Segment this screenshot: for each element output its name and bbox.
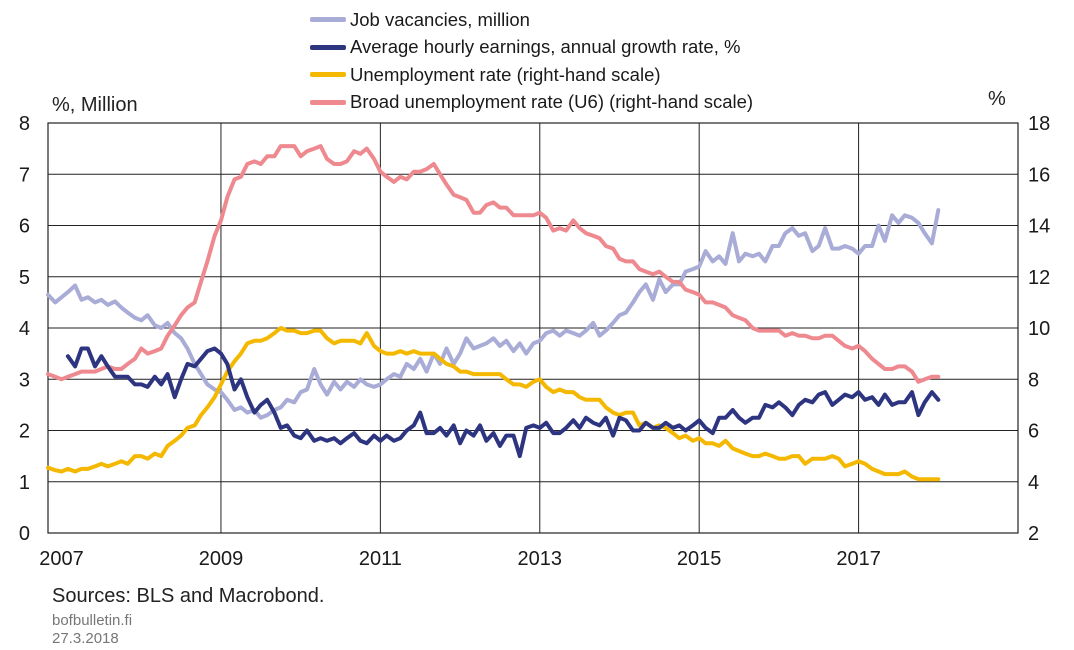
publish-date: 27.3.2018 xyxy=(52,630,119,647)
x-tick-label: 2017 xyxy=(836,548,881,570)
left-tick-label: 6 xyxy=(19,216,30,238)
series-layer xyxy=(46,144,941,482)
left-tick-label: 2 xyxy=(19,421,30,443)
right-tick-label: 16 xyxy=(1028,164,1050,186)
series-line-u6-rate xyxy=(46,144,941,384)
legend-label: Broad unemployment rate (U6) (right-hand… xyxy=(350,91,754,113)
legend-item-job-vacancies: Job vacancies, million xyxy=(310,6,753,34)
series-line-job-vacancies xyxy=(46,208,941,420)
x-tick-label: 2009 xyxy=(199,548,244,570)
legend-item-unemployment-rate: Unemployment rate (right-hand scale) xyxy=(310,61,753,89)
left-tick-label: 1 xyxy=(19,472,30,494)
legend-item-u6-rate: Broad unemployment rate (U6) (right-hand… xyxy=(310,89,753,117)
legend-item-hourly-earnings: Average hourly earnings, annual growth r… xyxy=(310,34,753,62)
right-tick-label: 4 xyxy=(1028,472,1039,494)
left-tick-label: 5 xyxy=(19,267,30,289)
right-tick-label: 10 xyxy=(1028,318,1050,340)
left-tick-label: 7 xyxy=(19,164,30,186)
legend-label: Job vacancies, million xyxy=(350,8,530,30)
right-tick-label: 18 xyxy=(1028,113,1050,135)
right-tick-label: 6 xyxy=(1028,421,1039,443)
legend-swatch xyxy=(310,44,346,50)
series-line-unemployment-rate xyxy=(46,326,941,482)
legend-swatch xyxy=(310,72,346,78)
right-tick-label: 8 xyxy=(1028,369,1039,391)
legend-label: Unemployment rate (right-hand scale) xyxy=(350,63,661,85)
right-tick-label: 2 xyxy=(1028,523,1039,545)
x-tick-label: 2013 xyxy=(518,548,563,570)
legend-swatch xyxy=(310,99,346,105)
left-axis-unit-label: %, Million xyxy=(52,94,138,116)
x-tick-label: 2007 xyxy=(39,548,84,570)
right-axis-unit-label: % xyxy=(988,88,1006,110)
series-line-hourly-earnings xyxy=(65,346,941,459)
left-axis-ticks: 0 1 2 3 4 5 6 7 8 xyxy=(19,113,30,545)
chart-grid xyxy=(48,123,1018,533)
left-tick-label: 4 xyxy=(19,318,30,340)
right-axis-ticks: 2 4 6 8 10 12 14 16 18 xyxy=(1028,113,1050,545)
chart-legend: Job vacancies, million Average hourly ea… xyxy=(310,6,753,116)
left-tick-label: 0 xyxy=(19,523,30,545)
sources-note: Sources: BLS and Macrobond. xyxy=(52,585,325,607)
legend-swatch xyxy=(310,17,346,23)
right-tick-label: 14 xyxy=(1028,216,1050,238)
left-tick-label: 8 xyxy=(19,113,30,135)
right-tick-label: 12 xyxy=(1028,267,1050,289)
x-tick-label: 2015 xyxy=(677,548,722,570)
x-axis-ticks: 2007 2009 2011 2013 2015 2017 xyxy=(39,548,881,570)
plot-frame xyxy=(47,122,1019,534)
x-tick-label: 2011 xyxy=(359,548,402,570)
legend-label: Average hourly earnings, annual growth r… xyxy=(350,36,741,58)
site-url: bofbulletin.fi xyxy=(52,612,133,629)
left-tick-label: 3 xyxy=(19,369,30,391)
